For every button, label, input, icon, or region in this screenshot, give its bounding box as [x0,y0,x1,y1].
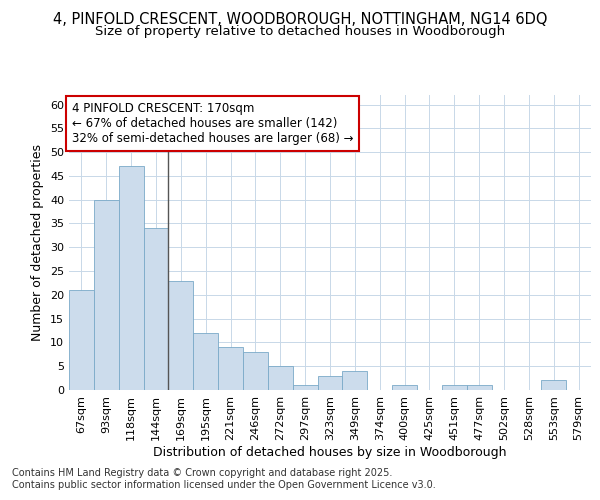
Bar [317,376,343,390]
Bar [293,385,317,390]
Bar [392,385,417,390]
Bar [143,228,169,390]
Bar [541,380,566,390]
Bar [94,200,119,390]
Bar [467,385,491,390]
Text: Size of property relative to detached houses in Woodborough: Size of property relative to detached ho… [95,25,505,38]
Text: Contains HM Land Registry data © Crown copyright and database right 2025.
Contai: Contains HM Land Registry data © Crown c… [12,468,436,490]
Bar [169,280,193,390]
X-axis label: Distribution of detached houses by size in Woodborough: Distribution of detached houses by size … [153,446,507,458]
Text: 4, PINFOLD CRESCENT, WOODBOROUGH, NOTTINGHAM, NG14 6DQ: 4, PINFOLD CRESCENT, WOODBOROUGH, NOTTIN… [53,12,547,28]
Bar [343,371,367,390]
Bar [119,166,143,390]
Bar [268,366,293,390]
Bar [243,352,268,390]
Bar [442,385,467,390]
Bar [218,347,243,390]
Bar [193,333,218,390]
Y-axis label: Number of detached properties: Number of detached properties [31,144,44,341]
Bar [69,290,94,390]
Text: 4 PINFOLD CRESCENT: 170sqm
← 67% of detached houses are smaller (142)
32% of sem: 4 PINFOLD CRESCENT: 170sqm ← 67% of deta… [71,102,353,146]
